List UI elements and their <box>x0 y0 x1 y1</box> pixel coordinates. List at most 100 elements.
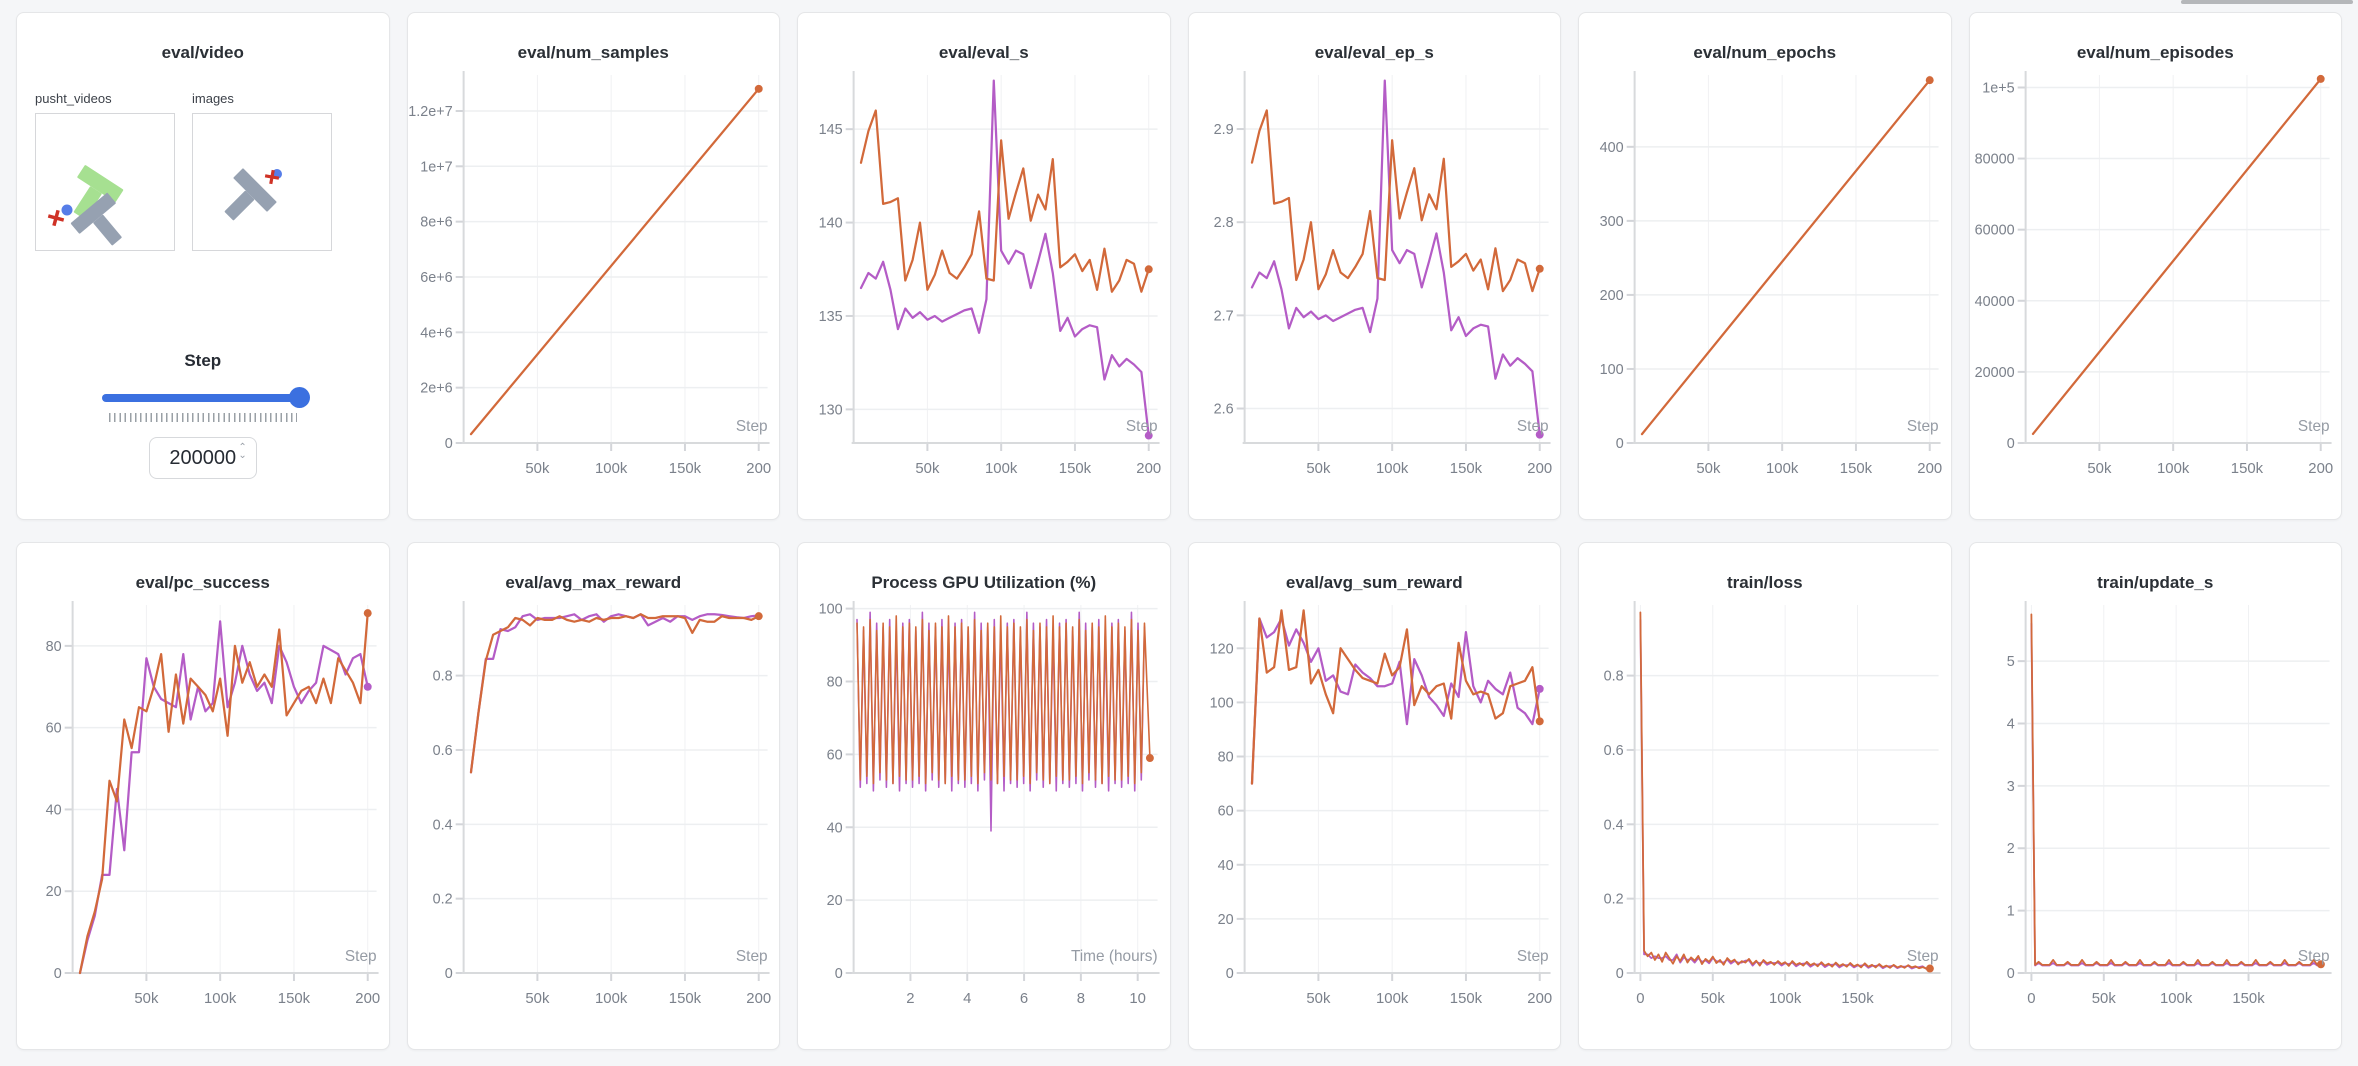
y-tick-label: 0.8 <box>1604 669 1624 685</box>
y-tick-label: 400 <box>1600 140 1624 156</box>
series-line-purple <box>469 613 760 774</box>
line-chart-canvas[interactable]: 50k 100k 150k 200 2.6 2.7 2.8 2.9 Step <box>1189 67 1561 507</box>
media-label: images <box>192 91 234 106</box>
panel-train-loss: train/loss 0 50k 100k 150k 0 0.2 0.4 0.6 0.8 Step <box>1578 542 1952 1050</box>
x-tick-label: 6 <box>1020 990 1028 1007</box>
latest-point-dot-orange <box>1145 754 1154 763</box>
series-line-orange <box>1250 609 1541 785</box>
y-tick-label: 3 <box>2006 779 2014 795</box>
x-tick-label: 150k <box>2232 990 2265 1007</box>
x-axis-label: Step <box>735 948 767 965</box>
y-tick-label: 100 <box>1600 362 1624 378</box>
x-tick-label: 100k <box>1376 460 1409 477</box>
y-tick-label: 0.6 <box>1604 743 1624 759</box>
stepper-down-icon[interactable]: ⌄ <box>238 450 247 461</box>
y-tick-label: 0.4 <box>1604 817 1624 833</box>
x-tick-label: 4 <box>963 990 971 1007</box>
series-line-purple <box>1250 79 1541 436</box>
series-line-purple <box>78 620 369 975</box>
step-input-box[interactable]: ⌃ ⌄ <box>148 437 257 479</box>
x-axis-label: Step <box>1907 418 1939 435</box>
line-chart-canvas[interactable]: 50k 100k 150k 200 0 20000 40000 60000 80000 1e+5 S… <box>1970 67 2342 507</box>
line-chart-canvas[interactable]: 0 50k 100k 150k 0 0.2 0.4 0.6 0.8 Step <box>1579 597 1951 1037</box>
images-thumbnail[interactable] <box>192 113 332 251</box>
series-line-orange <box>1640 79 1931 436</box>
panel-eval-eval-ep-s: eval/eval_ep_s 50k 100k 150k 200 2.6 2.7 2.8 2.… <box>1187 12 1561 520</box>
latest-point-dot-orange <box>1535 717 1544 726</box>
media-item-images[interactable]: images <box>192 91 332 251</box>
latest-point-dot-orange <box>1144 265 1153 274</box>
line-chart-canvas[interactable]: 0 50k 100k 150k 0 1 2 3 4 5 Step <box>1970 597 2342 1037</box>
chart-title: eval/num_epochs <box>1693 43 1837 62</box>
series-line-orange <box>2031 77 2322 436</box>
step-slider[interactable] <box>101 387 310 408</box>
y-tick-label: 1.2e+7 <box>408 104 452 120</box>
step-value-input[interactable] <box>166 446 239 470</box>
chart-title: eval/num_episodes <box>2076 43 2234 62</box>
latest-point-dot-purple <box>1535 430 1544 439</box>
x-tick-label: 0 <box>2027 990 2035 1007</box>
panel-eval-pc-success: eval/pc_success 50k 100k 150k 200 0 20 40 60 80 S… <box>16 542 390 1050</box>
slider-track[interactable] <box>101 394 304 402</box>
x-tick-label: 150k <box>1059 460 1092 477</box>
media-item-pusht-videos[interactable]: pusht_videos <box>35 91 175 251</box>
x-axis-label: Step <box>2297 948 2329 965</box>
x-tick-label: 200 <box>1527 460 1552 477</box>
series-line-orange <box>856 615 1151 785</box>
latest-point-dot-orange <box>2316 74 2325 83</box>
chart-title: eval/avg_max_reward <box>505 573 682 592</box>
line-chart-canvas[interactable]: 50k 100k 150k 200 0 0.2 0.4 0.6 0.8 Step <box>408 597 780 1037</box>
chart-title: eval/pc_success <box>135 573 270 592</box>
y-tick-label: 40 <box>827 820 843 836</box>
y-tick-label: 0 <box>444 436 452 452</box>
x-tick-label: 50k <box>1696 460 1721 477</box>
y-tick-label: 0.2 <box>432 892 452 908</box>
x-axis-label: Step <box>2297 418 2329 435</box>
y-tick-label: 0.4 <box>432 817 452 833</box>
y-tick-label: 40 <box>1217 858 1233 874</box>
top-scrollbar[interactable] <box>2181 0 2353 4</box>
step-control: Step ⌃ ⌄ <box>17 351 389 479</box>
x-tick-label: 50k <box>2091 990 2116 1007</box>
y-tick-label: 0 <box>835 966 843 982</box>
x-tick-label: 10 <box>1129 990 1146 1007</box>
gray-t-block <box>224 168 277 221</box>
panel-eval-eval-s: eval/eval_s 50k 100k 150k 200 130 135 140 145 St… <box>797 12 1171 520</box>
x-tick-label: 100k <box>1769 990 1802 1007</box>
stepper-up-icon[interactable]: ⌃ <box>238 442 247 453</box>
y-tick-label: 60 <box>1217 804 1233 820</box>
media-row: pusht_videos <box>17 91 389 251</box>
latest-point-dot-purple <box>1535 684 1544 693</box>
x-tick-label: 2 <box>906 990 914 1007</box>
x-axis-label: Step <box>1516 948 1548 965</box>
x-tick-label: 150k <box>668 460 701 477</box>
panel-title: eval/video <box>161 43 244 62</box>
x-tick-label: 100k <box>985 460 1018 477</box>
x-tick-label: 100k <box>595 460 628 477</box>
x-tick-label: 200 <box>1917 460 1942 477</box>
panel-eval-video: eval/video pusht_videos <box>16 12 390 520</box>
series-line-orange <box>1250 109 1541 293</box>
slider-handle[interactable] <box>288 387 310 408</box>
series-line-orange <box>78 612 369 975</box>
green-t-block <box>73 165 124 220</box>
pusht-scene-image <box>47 165 124 246</box>
line-chart-canvas[interactable]: 50k 100k 150k 200 0 20 40 60 80 100 120 Step <box>1189 597 1561 1037</box>
media-label: pusht_videos <box>35 91 112 106</box>
y-tick-label: 20 <box>46 884 62 900</box>
y-tick-label: 2.6 <box>1213 401 1233 417</box>
series-line-purple <box>1250 617 1541 785</box>
line-chart-canvas[interactable]: 50k 100k 150k 200 0 2e+6 4e+6 6e+6 8e+6 1e+7 1.2e+… <box>408 67 780 507</box>
y-tick-label: 60000 <box>1974 223 2014 239</box>
line-chart-canvas[interactable]: 50k 100k 150k 200 130 135 140 145 Step <box>798 67 1170 507</box>
line-chart-canvas[interactable]: 50k 100k 150k 200 0 20 40 60 80 Step <box>17 597 389 1037</box>
y-tick-label: 200 <box>1600 288 1624 304</box>
x-tick-label: 50k <box>2087 460 2112 477</box>
y-tick-label: 4e+6 <box>420 325 452 341</box>
y-tick-label: 0.2 <box>1604 892 1624 908</box>
line-chart-canvas[interactable]: 50k 100k 150k 200 0 100 200 300 400 Step <box>1579 67 1951 507</box>
x-tick-label: 50k <box>525 460 550 477</box>
pusht-video-thumbnail[interactable] <box>35 113 175 251</box>
